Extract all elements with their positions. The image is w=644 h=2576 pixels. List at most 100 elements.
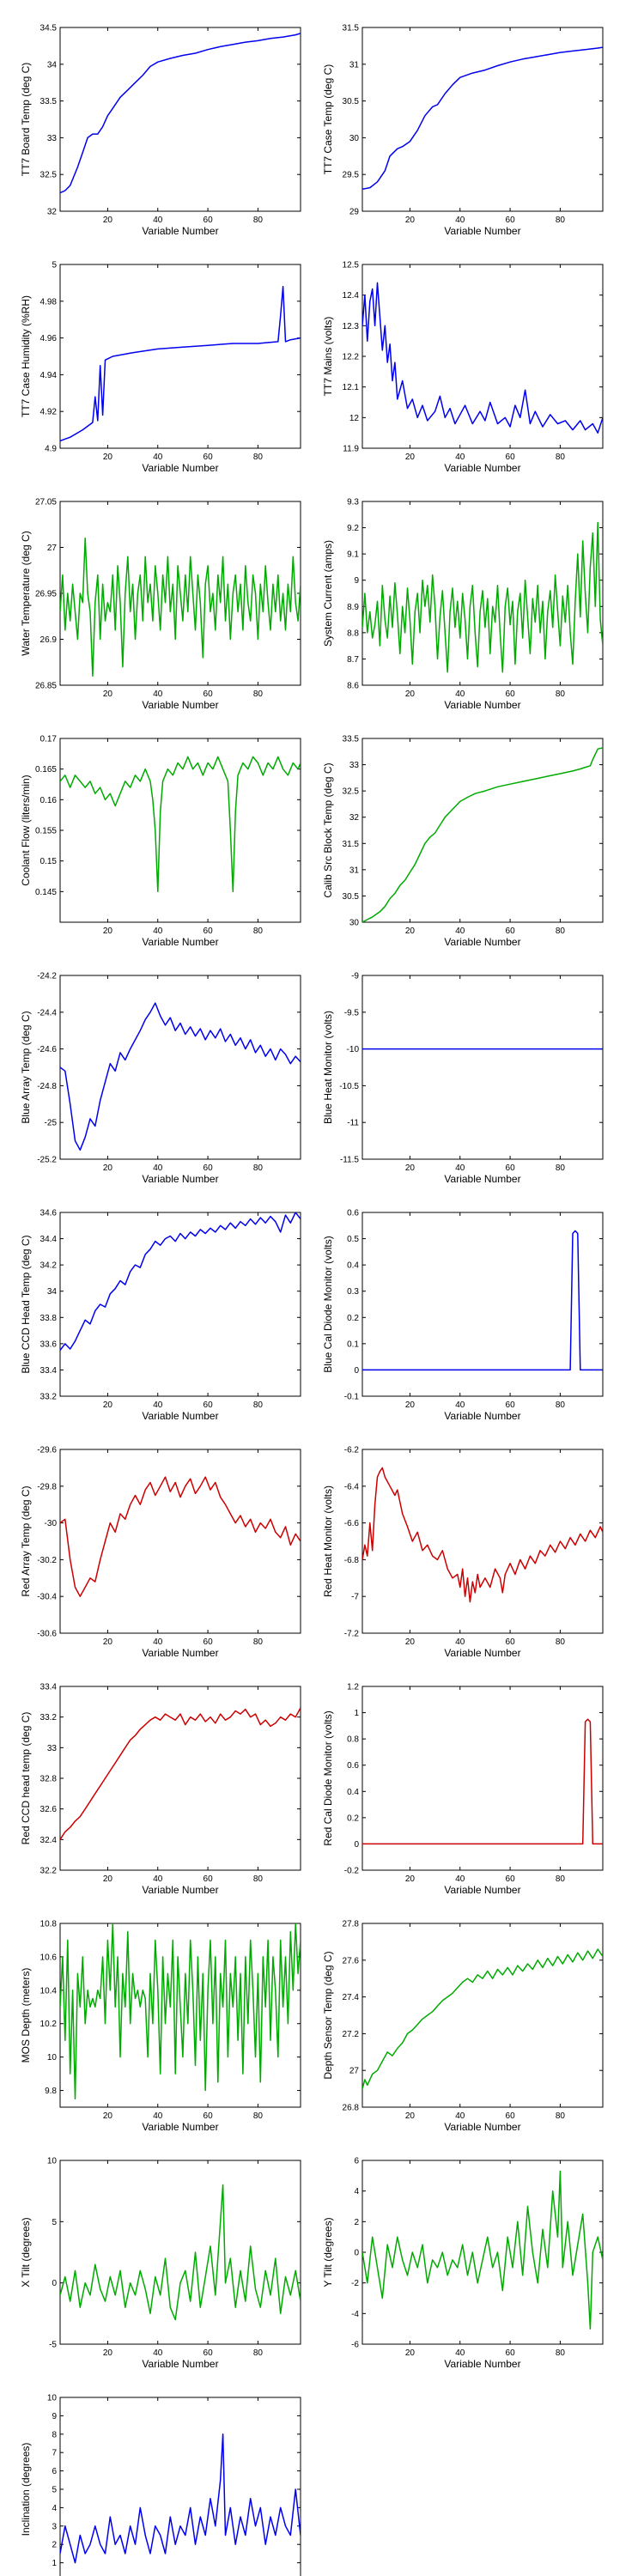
y-tick-label: 0.2	[347, 1814, 359, 1823]
plot-frame	[59, 1212, 301, 1397]
x-tick-label: 40	[455, 216, 465, 225]
y-axis-label: Blue Cal Diode Monitor (volts)	[322, 1236, 334, 1372]
y-tick-label: 34.2	[40, 1261, 58, 1271]
y-tick-label: -10	[347, 1045, 360, 1054]
x-tick-label: 20	[405, 1874, 416, 1884]
y-tick-label: 27.6	[343, 1956, 360, 1965]
y-tick-label: 33.5	[40, 97, 58, 106]
y-tick-label: 33	[47, 1744, 58, 1753]
y-tick-label: -24.8	[37, 1082, 57, 1091]
y-tick-label: 0.6	[347, 1209, 359, 1218]
chart-panel-4: 20 40 60 80 11.9 12 12.1 12.2 12.3 12.4 12.5 Variab…	[322, 261, 604, 474]
y-tick-label: -7	[351, 1593, 359, 1602]
y-axis-label: Red Array Temp (deg C)	[20, 1485, 32, 1596]
y-tick-label: -24.2	[37, 972, 57, 981]
series-line-1	[362, 521, 603, 673]
x-axis-label: Variable Number	[444, 462, 520, 474]
y-tick-label: 12.2	[343, 353, 360, 362]
y-tick-label: 9	[354, 576, 359, 586]
x-tick-label: 40	[455, 1637, 465, 1647]
x-axis-label: Variable Number	[142, 2358, 218, 2370]
y-tick-label: 3	[52, 2522, 57, 2531]
y-axis-label: System Current (amps)	[322, 540, 334, 647]
x-tick-label: 80	[556, 690, 566, 699]
x-axis-label: Variable Number	[444, 1884, 520, 1896]
x-tick-label: 20	[405, 216, 416, 225]
y-tick-label: 12.4	[343, 291, 360, 301]
series-line-1	[60, 2184, 301, 2321]
x-tick-label: 20	[405, 927, 416, 936]
y-tick-label: 4	[52, 2504, 57, 2513]
y-tick-label: 0.3	[347, 1287, 359, 1297]
y-tick-label: 2	[354, 2218, 359, 2227]
y-tick-label: 4.98	[40, 297, 58, 307]
x-tick-label: 20	[405, 1163, 416, 1173]
plot-frame	[361, 975, 604, 1160]
y-tick-label: 34	[47, 1287, 58, 1297]
y-tick-label: 9.3	[347, 498, 359, 507]
y-tick-label: 5	[52, 2218, 57, 2227]
x-tick-label: 20	[405, 2348, 416, 2358]
y-tick-label: -5	[49, 2341, 57, 2350]
x-tick-label: 60	[506, 2111, 516, 2121]
y-tick-label: 33.4	[40, 1366, 58, 1376]
y-tick-label: 10.4	[40, 1986, 58, 1996]
x-tick-label: 40	[153, 2111, 163, 2121]
x-tick-label: 60	[204, 1637, 214, 1647]
series-line-1	[60, 33, 301, 194]
y-tick-label: 32.2	[40, 1867, 58, 1876]
y-tick-label: 33.2	[40, 1713, 58, 1722]
y-tick-label: 26.95	[35, 590, 57, 599]
chart-panel-14: 20 40 60 80 -7.2 -7 -6.8 -6.6 -6.4 -6.2 Variable N…	[322, 1446, 604, 1659]
y-tick-label: 6	[354, 2157, 359, 2166]
x-axis-label: Variable Number	[444, 2121, 520, 2133]
y-tick-label: 30	[349, 919, 360, 928]
x-tick-label: 40	[153, 1874, 163, 1884]
y-tick-label: -11.5	[340, 1156, 359, 1165]
x-tick-label: 60	[204, 2111, 214, 2121]
y-tick-label: 12.1	[343, 383, 360, 392]
x-tick-label: 80	[253, 1400, 264, 1410]
x-tick-label: 80	[253, 2111, 264, 2121]
y-tick-label: -11	[347, 1119, 359, 1128]
y-tick-label: 0.4	[347, 1261, 359, 1271]
chart-panel-6: 20 40 60 80 8.6 8.7 8.8 8.9 9 9.1 9.2 9.3 Variable N…	[322, 498, 604, 711]
y-tick-label: 0.155	[35, 827, 57, 836]
x-tick-label: 80	[556, 216, 566, 225]
y-tick-label: 0.1	[347, 1340, 359, 1349]
x-tick-label: 80	[556, 927, 566, 936]
y-tick-label: 1.2	[347, 1683, 359, 1692]
y-tick-label: 32	[47, 208, 58, 217]
y-tick-label: 1	[52, 2559, 57, 2568]
x-tick-label: 60	[506, 1874, 516, 1884]
y-axis-label: TT7 Case Humidity (%RH)	[20, 295, 32, 417]
y-axis-label: X Tilt (degrees)	[20, 2217, 32, 2287]
y-tick-label: 30	[349, 134, 360, 143]
y-axis-label: Blue Heat Monitor (volts)	[322, 1011, 334, 1124]
y-tick-label: 9.8	[45, 2087, 57, 2096]
y-tick-label: 32.5	[40, 171, 58, 180]
series-line-1	[362, 1948, 603, 2089]
x-tick-label: 80	[253, 927, 264, 936]
y-tick-label: 10	[47, 2053, 58, 2063]
x-tick-label: 40	[153, 216, 163, 225]
y-tick-label: 5	[52, 2486, 57, 2495]
plot-frame	[59, 1686, 301, 1871]
chart-panel-17: 20 40 60 80 9.8 10 10.2 10.4 10.6 10.8 Variable Nu…	[20, 1920, 301, 2133]
y-tick-label: 10.8	[40, 1920, 58, 1929]
x-axis-label: Variable Number	[444, 699, 520, 711]
y-tick-label: 9.1	[347, 550, 359, 560]
series-line-1	[60, 2433, 301, 2564]
x-tick-label: 60	[204, 453, 214, 462]
y-tick-label: 8.9	[347, 603, 359, 612]
y-tick-label: 9	[52, 2412, 57, 2421]
x-tick-label: 40	[455, 453, 465, 462]
y-tick-label: 12	[349, 414, 360, 423]
y-tick-label: -6.2	[344, 1446, 360, 1455]
plot-frame	[361, 264, 604, 449]
y-axis-label: Depth Sensor Temp (deg C)	[322, 1951, 334, 2079]
plot-frame	[361, 1923, 604, 2108]
series-line-1	[362, 1467, 603, 1603]
y-tick-label: 0.165	[35, 765, 57, 775]
